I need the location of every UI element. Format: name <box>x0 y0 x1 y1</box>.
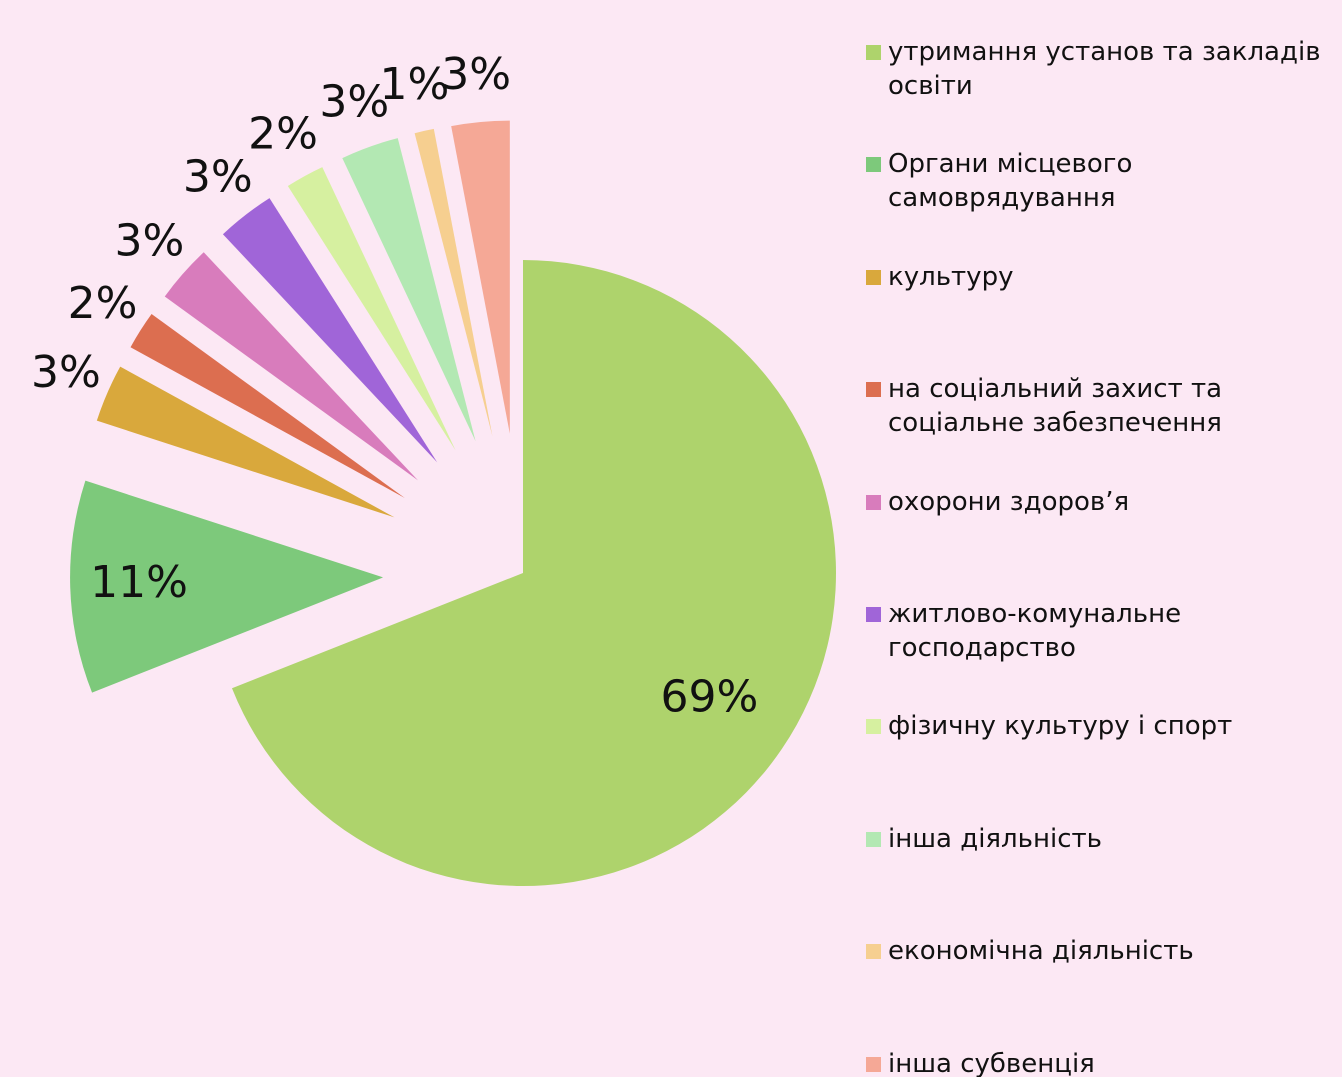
slide: 69%11%3%2%3%3%2%3%1%3% утримання установ… <box>0 0 1342 1077</box>
legend-label: економічна діяльність <box>888 934 1194 968</box>
legend-label: охорони здоров’я <box>888 485 1129 519</box>
legend-swatch <box>866 270 881 285</box>
legend-item: на соціальний захист та соціальне забезп… <box>866 372 1336 440</box>
legend-swatch <box>866 607 881 622</box>
legend-item: охорони здоров’я <box>866 485 1336 519</box>
data-label: 2% <box>248 109 318 160</box>
legend-swatch <box>866 1057 881 1072</box>
legend-swatch <box>866 495 881 510</box>
legend-item: економічна діяльність <box>866 934 1336 968</box>
legend-item: культуру <box>866 260 1336 294</box>
legend-label: Органи місцевого самоврядування <box>888 147 1336 215</box>
legend-label: фізичну культуру і спорт <box>888 709 1232 743</box>
data-label: 3% <box>115 216 185 267</box>
legend-item: житлово-комунальне господарство <box>866 597 1336 665</box>
legend-swatch <box>866 719 881 734</box>
legend-item: інша діяльність <box>866 822 1336 856</box>
data-label: 3% <box>441 49 511 100</box>
legend-swatch <box>866 45 881 60</box>
legend-label: інша субвенція <box>888 1047 1095 1077</box>
data-label: 2% <box>68 278 138 329</box>
legend-item: утримання установ та закладів освіти <box>866 35 1336 103</box>
legend-item: Органи місцевого самоврядування <box>866 147 1336 215</box>
legend-swatch <box>866 157 881 172</box>
data-label: 69% <box>660 672 758 723</box>
legend-swatch <box>866 382 881 397</box>
legend-label: на соціальний захист та соціальне забезп… <box>888 372 1336 440</box>
legend-swatch <box>866 944 881 959</box>
legend-item: інша субвенція <box>866 1047 1336 1077</box>
data-label: 3% <box>183 152 253 203</box>
legend-item: фізичну культуру і спорт <box>866 709 1336 743</box>
legend-label: утримання установ та закладів освіти <box>888 35 1336 103</box>
legend-swatch <box>866 832 881 847</box>
data-label: 3% <box>31 347 101 398</box>
legend-label: житлово-комунальне господарство <box>888 597 1336 665</box>
legend-label: інша діяльність <box>888 822 1102 856</box>
data-label: 11% <box>90 557 188 608</box>
data-label: 1% <box>379 59 449 110</box>
legend-label: культуру <box>888 260 1013 294</box>
